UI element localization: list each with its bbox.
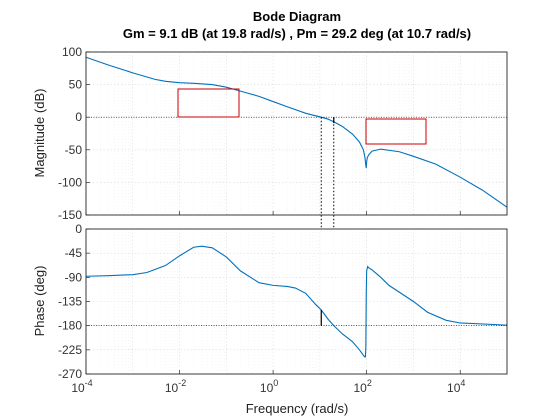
magnitude-plot-area — [86, 52, 507, 215]
y-tick-label: -270 — [58, 367, 82, 381]
y-tick-label: -50 — [65, 143, 83, 157]
y-tick-label: -90 — [65, 270, 83, 284]
x-tick-label: 10-4 — [71, 378, 92, 395]
y-tick-label: 100 — [62, 45, 82, 59]
x-tick-base: 10 — [165, 381, 179, 395]
x-tick-exponent: 0 — [273, 378, 278, 388]
magnitude-ylabel: Magnitude (dB) — [32, 89, 47, 178]
phase-axes: 0 -45 -90 -135 -180 -225 -270 Phase (deg) — [32, 222, 507, 381]
x-tick-label: 104 — [447, 378, 465, 395]
y-tick-label: -135 — [58, 295, 82, 309]
x-tick-label: 100 — [260, 378, 278, 395]
x-tick-exponent: 2 — [367, 378, 372, 388]
y-tick-label: -225 — [58, 343, 82, 357]
phase-y-ticks: 0 -45 -90 -135 -180 -225 -270 — [58, 222, 90, 381]
x-axis-label: Frequency (rad/s) — [246, 401, 349, 416]
y-tick-label: -45 — [65, 246, 83, 260]
x-tick-base: 10 — [353, 381, 367, 395]
x-tick-label: 102 — [353, 378, 371, 395]
chart-title: Bode Diagram — [253, 9, 341, 24]
phase-ylabel: Phase (deg) — [32, 266, 47, 337]
y-tick-label: -180 — [58, 319, 82, 333]
chart-subtitle: Gm = 9.1 dB (at 19.8 rad/s) , Pm = 29.2 … — [123, 26, 471, 41]
y-tick-label: 0 — [75, 110, 82, 124]
x-tick-label: 10-2 — [165, 378, 186, 395]
x-tick-base: 10 — [260, 381, 274, 395]
x-tick-exponent: 4 — [460, 378, 465, 388]
y-tick-label: 50 — [69, 78, 83, 92]
x-tick-base: 10 — [71, 381, 85, 395]
magnitude-y-ticks: 100 50 0 -50 -100 -150 — [58, 45, 90, 222]
x-tick-exponent: -4 — [85, 378, 93, 388]
y-tick-label: -100 — [58, 175, 82, 189]
x-tick-base: 10 — [447, 381, 461, 395]
y-tick-label: -150 — [58, 208, 82, 222]
x-tick-exponent: -2 — [178, 378, 186, 388]
y-tick-label: 0 — [75, 222, 82, 236]
